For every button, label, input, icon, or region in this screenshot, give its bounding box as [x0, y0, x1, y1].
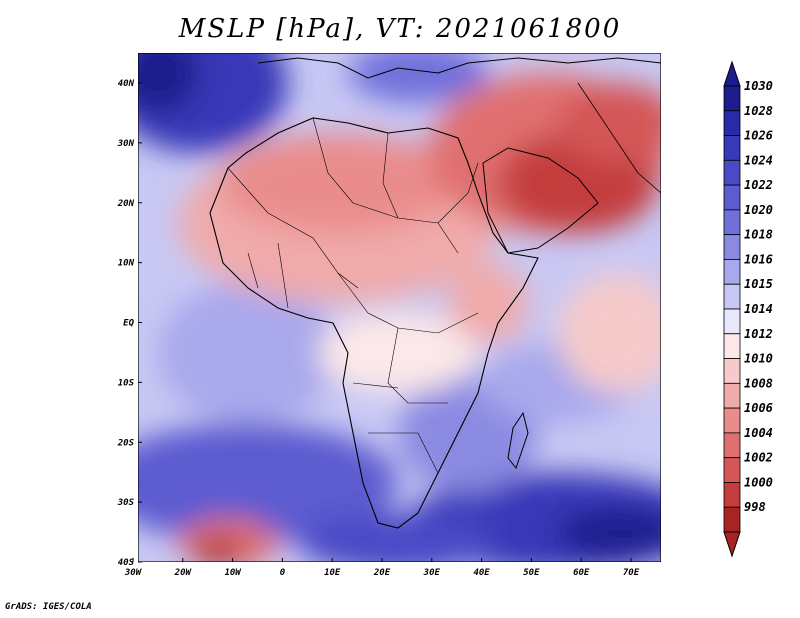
- lat-label: 40S: [118, 558, 135, 568]
- colorbar-segment: [723, 308, 741, 335]
- mslp-field: [138, 53, 661, 562]
- lon-label: 60E: [573, 568, 590, 578]
- lon-label: 70E: [623, 568, 640, 578]
- lon-label: 40E: [473, 568, 490, 578]
- colorbar-segment: [723, 110, 741, 136]
- colorbar-label: 1015: [744, 277, 773, 291]
- lon-label: 0: [280, 568, 286, 578]
- colorbar-label: 1012: [744, 327, 773, 341]
- colorbar-label: 1020: [744, 203, 773, 217]
- colorbar-segment: [723, 407, 741, 434]
- colorbar-label: 1000: [744, 475, 773, 489]
- colorbar-segment: [723, 209, 741, 236]
- colorbar-label: 1018: [744, 228, 773, 242]
- colorbar-label: 1010: [744, 352, 773, 366]
- colorbar-label: 1026: [744, 129, 773, 143]
- lat-label: 10N: [118, 259, 135, 269]
- colorbar-segment: [723, 135, 741, 161]
- mslp-map: [138, 53, 661, 562]
- colorbar-segment: [723, 159, 741, 186]
- colorbar-segment: [723, 85, 741, 112]
- lon-label: 20E: [373, 568, 391, 578]
- colorbar-segment: [723, 333, 741, 359]
- colorbar-label: 1024: [744, 153, 773, 167]
- lon-label: 20W: [174, 568, 193, 578]
- colorbar-top-arrow: [723, 60, 741, 87]
- chart-title: MSLP [hPa], VT: 2021061800: [178, 14, 622, 44]
- lat-label: EQ: [123, 319, 134, 329]
- footer-credit: GrADS: IGES/COLA: [5, 602, 92, 612]
- colorbar: 1030 1028 1026 1024 1022 1020 1018 1016 1015 1014…: [723, 60, 773, 558]
- country-borders: [227, 117, 479, 474]
- colorbar-segment: [723, 234, 741, 260]
- lat-label: 40N: [118, 79, 135, 89]
- colorbar-segment: [723, 506, 741, 533]
- colorbar-label: 1008: [744, 376, 773, 390]
- lat-label: 30N: [117, 139, 135, 149]
- lon-label: 10W: [224, 568, 242, 578]
- colorbar-label: 1030: [744, 79, 773, 93]
- colorbar-label: 1002: [744, 451, 773, 465]
- lat-label: 10S: [118, 378, 135, 388]
- colorbar-segment: [723, 457, 741, 483]
- colorbar-label: 1014: [744, 302, 773, 316]
- lon-label: 30E: [423, 568, 441, 578]
- colorbar-label: 1006: [744, 401, 773, 415]
- lon-label: 10E: [324, 568, 341, 578]
- colorbar-segment: [723, 283, 741, 310]
- lat-label: 30S: [117, 498, 135, 508]
- colorbar-label: 1016: [744, 252, 773, 266]
- lon-label: 30W: [124, 568, 143, 578]
- lat-label: 20N: [117, 199, 135, 209]
- colorbar-label: 1028: [744, 104, 773, 118]
- lon-label: 50E: [523, 568, 540, 578]
- lat-label: 20S: [117, 438, 135, 448]
- coastlines: [209, 117, 539, 529]
- colorbar-segment: [723, 259, 741, 285]
- colorbar-label: 1004: [744, 426, 773, 440]
- colorbar-segment: [723, 482, 741, 508]
- colorbar-segment: [723, 358, 741, 384]
- colorbar-segment: [723, 432, 741, 459]
- colorbar-label: 1022: [744, 178, 773, 192]
- colorbar-segment: [723, 184, 741, 211]
- colorbar-bottom-arrow: [723, 531, 741, 558]
- colorbar-label: 998: [744, 500, 766, 514]
- colorbar-segment: [723, 382, 741, 409]
